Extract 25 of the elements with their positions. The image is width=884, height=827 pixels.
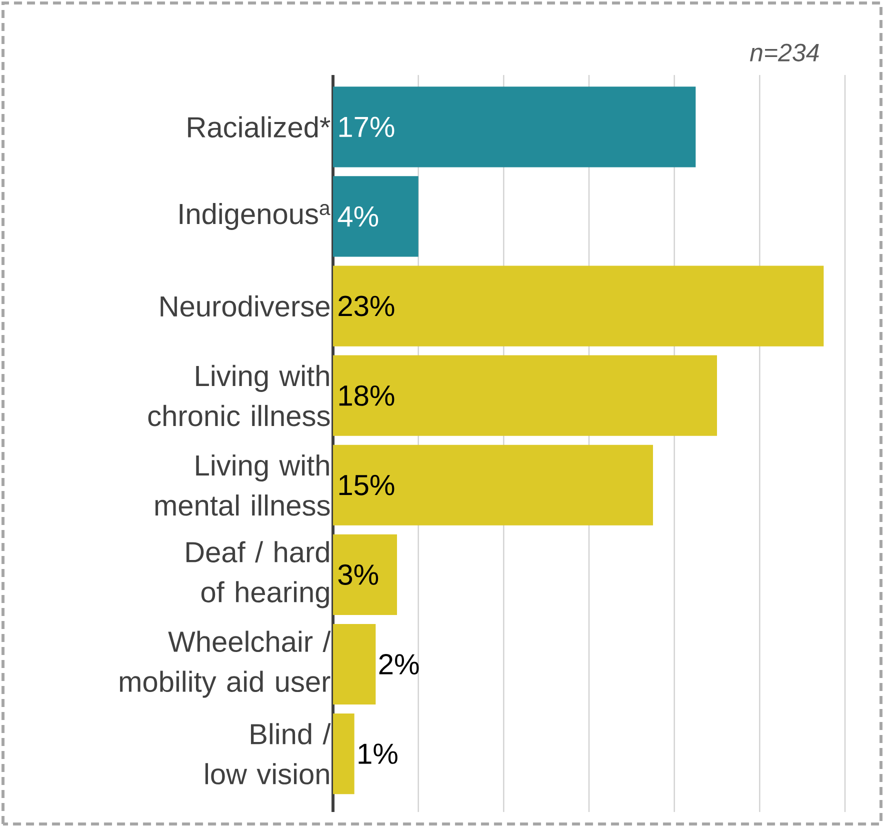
- data-label: 1%: [358, 744, 398, 764]
- y-tick-label: Living with mental illness: [155, 454, 330, 516]
- data-label: 2%: [379, 654, 419, 674]
- y-tick-label: Wheelchair / mobility aid user: [120, 630, 331, 698]
- data-label: 15%: [339, 474, 394, 496]
- bar: [333, 624, 376, 705]
- bar: [333, 355, 717, 436]
- bar: [333, 713, 354, 794]
- text: n=234: [750, 44, 819, 62]
- data-label: 3%: [338, 564, 378, 585]
- y-tick-label: Indigenous$^{a}$: [180, 202, 330, 230]
- y-tick-label: Blind / low vision: [205, 723, 331, 784]
- y-tick-label: Neurodiverse: [160, 295, 330, 317]
- y-tick-label: Living with chronic illness: [148, 364, 330, 426]
- data-label: 17%: [339, 116, 394, 138]
- y-tick-label: Racialized*: [188, 116, 330, 138]
- bar: [333, 86, 696, 168]
- bar: [333, 176, 418, 257]
- bar: [333, 444, 653, 526]
- bar: [333, 266, 824, 346]
- y-tick-label: Deaf / hard of hearing: [186, 541, 329, 608]
- data-label: 18%: [339, 385, 394, 406]
- bar: [333, 534, 397, 615]
- data-label: 4%: [338, 206, 378, 227]
- data-label: 23%: [338, 296, 394, 316]
